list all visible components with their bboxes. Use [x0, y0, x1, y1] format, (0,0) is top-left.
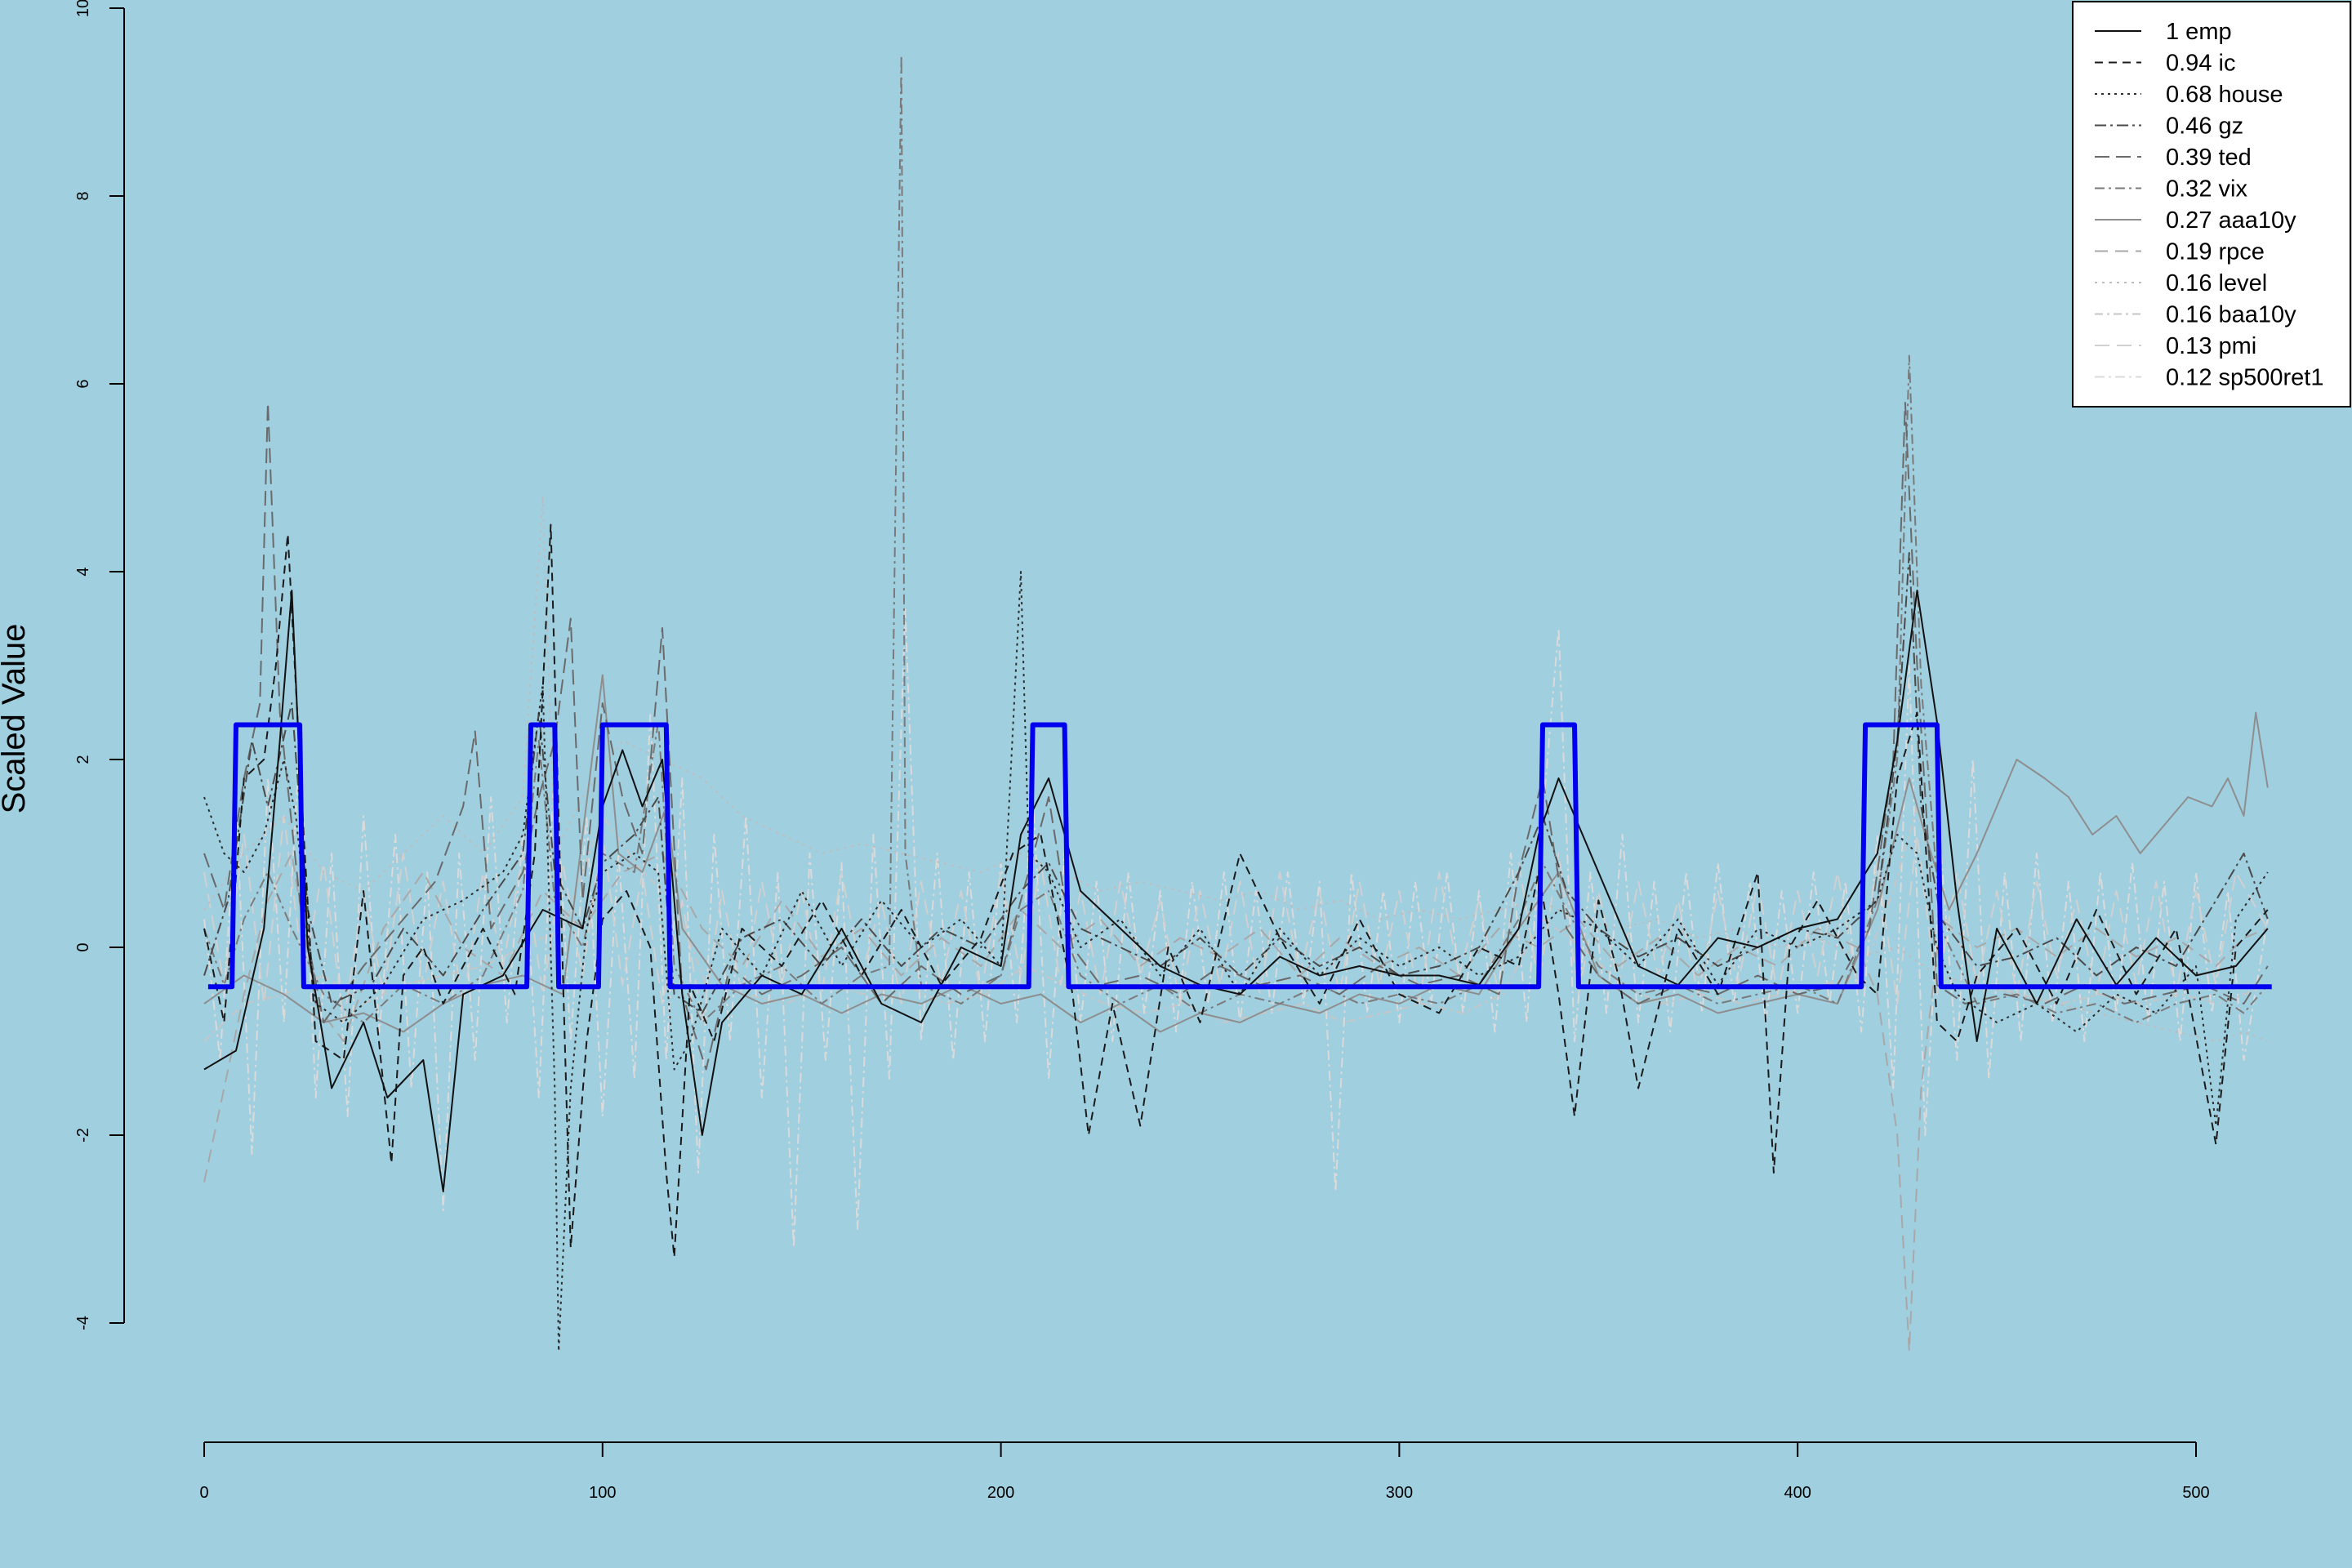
x-tick-label: 0	[199, 1484, 208, 1502]
legend-label: 0.39 ted	[2166, 145, 2252, 171]
y-tick-label: 6	[74, 379, 92, 388]
x-tick-label: 300	[1386, 1484, 1413, 1502]
y-tick-label: 0	[74, 942, 92, 951]
y-tick-label: -4	[74, 1316, 92, 1330]
series-line-13	[207, 722, 2272, 990]
legend-label: 0.16 baa10y	[2166, 302, 2296, 328]
y-tick-label: 4	[74, 567, 92, 576]
y-tick-label: 2	[74, 755, 92, 764]
series-line-4	[203, 552, 2269, 1014]
legend-label: 1 emp	[2166, 19, 2232, 45]
series-layer	[203, 54, 2272, 1352]
legend: 1 emp 0.94 ic 0.68 house 0.46 gz 0.39 ted 0.3…	[2072, 1, 2351, 408]
series-line-7	[203, 674, 2269, 1033]
y-axis-title: Scaled Value	[0, 624, 32, 814]
legend-label: 0.32 vix	[2166, 176, 2247, 203]
series-line-3	[203, 571, 2269, 1352]
legend-label: 0.19 rpce	[2166, 239, 2265, 265]
x-axis: 0 100 200 300 400 500	[199, 1441, 2210, 1502]
legend-label: 0.13 pmi	[2166, 333, 2256, 359]
series-line-5	[203, 402, 2269, 1071]
series-line-11	[203, 815, 2269, 1023]
x-tick-label: 400	[1784, 1484, 1811, 1502]
legend-label: 0.16 level	[2166, 270, 2267, 296]
series-line-2	[203, 523, 2269, 1258]
y-tick-label: -2	[74, 1128, 92, 1143]
x-tick-label: 100	[589, 1484, 616, 1502]
y-tick-label: 10	[74, 0, 92, 17]
legend-label: 0.94 ic	[2166, 51, 2235, 77]
y-axis: -4 -2 0 2 4 6 8 10	[74, 0, 125, 1330]
series-line-1	[203, 590, 2269, 1192]
legend-label: 0.46 gz	[2166, 114, 2243, 140]
legend-label: 0.27 aaa10y	[2166, 207, 2296, 234]
legend-box	[2072, 1, 2351, 408]
x-tick-label: 200	[987, 1484, 1014, 1502]
y-tick-label: 8	[74, 191, 92, 200]
series-line-8	[203, 853, 2269, 1352]
x-tick-label: 500	[2182, 1484, 2209, 1502]
legend-label: 0.12 sp500ret1	[2166, 365, 2323, 391]
legend-label: 0.68 house	[2166, 82, 2283, 108]
